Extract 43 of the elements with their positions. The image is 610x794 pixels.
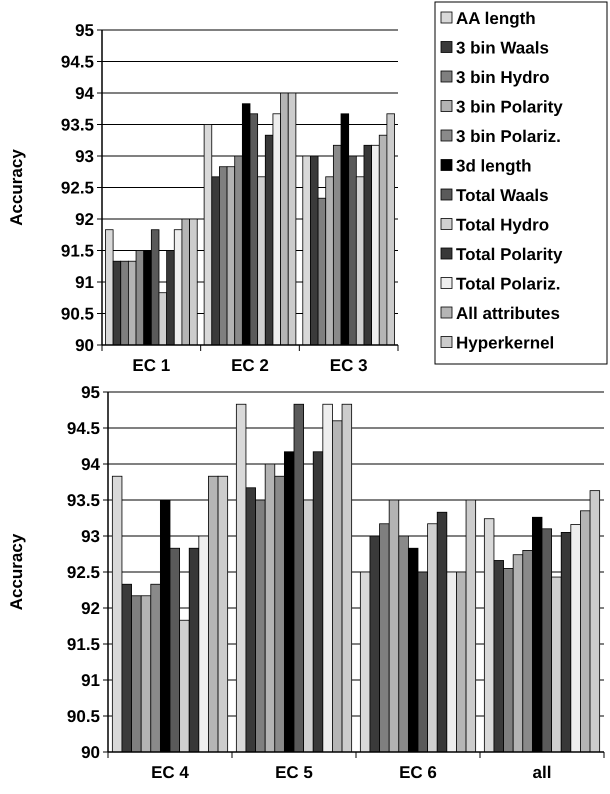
y-tick-label: 93 <box>81 526 100 546</box>
legend-label: Total Waals <box>456 186 549 205</box>
y-tick-label: 92.5 <box>66 562 100 582</box>
y-tick-label: 93 <box>75 146 94 166</box>
y-tick-label: 90.5 <box>60 304 94 324</box>
legend-label: 3 bin Polariz. <box>456 126 561 146</box>
y-tick-label: 95 <box>75 20 94 40</box>
x-tick-label: EC 4 <box>151 763 190 782</box>
y-tick-label: 91 <box>75 272 94 292</box>
y-tick-label: 94.5 <box>60 52 94 72</box>
legend-label: Total Polariz. <box>456 274 561 294</box>
y-tick-label: 91.5 <box>66 634 100 654</box>
y-axis-title: Accuracy <box>7 148 26 226</box>
y-tick-label: 92.5 <box>60 178 94 198</box>
legend-label: AA length <box>456 8 536 28</box>
y-tick-label: 92 <box>81 598 100 618</box>
legend-label: Hyperkernel <box>456 333 554 352</box>
y-tick-label: 91.5 <box>60 241 94 260</box>
y-tick-label: 91 <box>81 670 100 690</box>
y-tick-label: 92 <box>75 210 94 229</box>
legend-label: 3 bin Hydro <box>456 68 550 87</box>
x-tick-label: all <box>532 763 552 782</box>
y-tick-label: 90 <box>81 742 100 762</box>
legend-label: 3 bin Waals <box>456 38 549 58</box>
y-tick-label: 94 <box>75 84 95 103</box>
y-tick-label: 90.5 <box>66 706 100 726</box>
y-tick-label: 90 <box>75 336 94 355</box>
x-tick-label: EC 2 <box>231 356 269 375</box>
y-tick-label: 94.5 <box>66 418 100 438</box>
x-tick-label: EC 6 <box>399 763 437 782</box>
legend-label: 3 bin Polarity <box>456 97 564 116</box>
y-tick-label: 93.5 <box>66 490 100 510</box>
y-axis-title: Accuracy <box>7 533 26 610</box>
legend-label: 3d length <box>456 156 532 176</box>
y-tick-label: 94 <box>81 454 101 474</box>
x-tick-label: EC 3 <box>330 356 368 375</box>
y-tick-label: 93.5 <box>60 115 94 134</box>
x-tick-label: EC 5 <box>275 763 313 782</box>
x-tick-label: EC 1 <box>132 356 170 375</box>
y-tick-label: 95 <box>81 382 100 402</box>
legend-label: All attributes <box>456 304 560 323</box>
legend-label: Total Hydro <box>456 215 550 234</box>
legend-label: Total Polarity <box>456 244 563 264</box>
